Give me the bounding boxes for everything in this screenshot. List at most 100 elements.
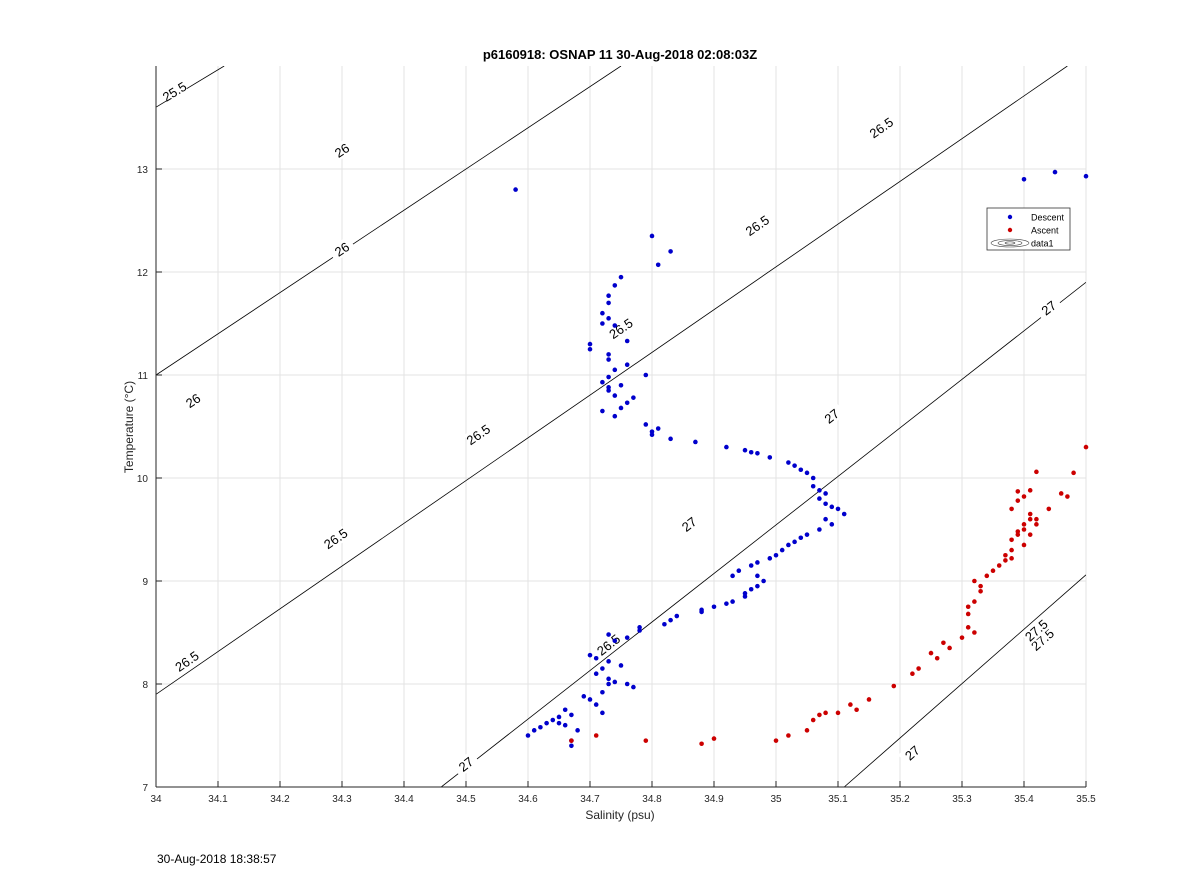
- x-tick-label-10: 35: [770, 794, 782, 805]
- descent-point-109: [531, 728, 537, 733]
- descent-point-29: [600, 408, 605, 414]
- ascent-point-25: [965, 604, 971, 610]
- ascent-point-34: [1003, 558, 1008, 563]
- ascent-point-19: [934, 655, 940, 661]
- y-tick-label-1: 8: [142, 680, 148, 691]
- descent-point-44: [798, 467, 804, 473]
- ascent-point-32: [990, 568, 996, 573]
- descent-point-52: [829, 504, 835, 510]
- descent-point-72: [748, 586, 754, 592]
- y-tick-label-5: 12: [137, 268, 149, 279]
- contour-label-bg-8: [321, 525, 350, 552]
- ascent-point-16: [910, 671, 915, 676]
- descent-point-93: [593, 671, 599, 676]
- ascent-point-52: [1027, 488, 1033, 493]
- ascent-point-49: [1009, 506, 1014, 512]
- descent-point-86: [606, 632, 611, 637]
- ascent-point-33: [996, 563, 1002, 568]
- density-contour-labels: 25.526262626.526.526.526.526.526.526.527…: [160, 78, 1063, 778]
- descent-point-87: [612, 638, 618, 644]
- ascent-point-43: [1034, 522, 1039, 527]
- descent-point-64: [767, 556, 773, 561]
- x-tick-label-5: 34.5: [456, 794, 476, 805]
- descent-point-3: [655, 262, 661, 268]
- descent-point-39: [748, 449, 754, 455]
- contour-label-bg-4: [866, 114, 896, 141]
- ascent-point-5: [773, 738, 779, 743]
- descent-point-56: [829, 522, 835, 527]
- descent-point-41: [767, 455, 773, 460]
- x-tick-label-3: 34.3: [332, 794, 352, 805]
- descent-point-98: [631, 684, 636, 690]
- descent-point-62: [779, 547, 785, 553]
- x-tick-label-15: 35.5: [1076, 794, 1096, 805]
- ascent-point-37: [1009, 537, 1014, 543]
- descent-point-110: [525, 733, 531, 738]
- descent-point-103: [562, 707, 568, 713]
- ascent-point-7: [804, 728, 810, 733]
- legend-box: [986, 207, 1071, 251]
- x-tick-label-4: 34.4: [394, 794, 414, 805]
- descent-point-17: [606, 357, 611, 362]
- descent-point-16: [624, 362, 630, 368]
- descent-point-95: [612, 679, 618, 685]
- descent-point-28: [618, 405, 624, 411]
- contour-label-bg-16: [1028, 625, 1057, 653]
- descent-point-82: [662, 621, 667, 627]
- descent-point-37: [724, 444, 729, 450]
- ascent-point-13: [854, 707, 859, 713]
- ascent-point-35: [1003, 552, 1008, 558]
- legend-marker-data1: [990, 238, 1030, 248]
- descent-point-13: [587, 341, 593, 347]
- contour-line-4: [843, 574, 1086, 787]
- descent-point-38: [742, 447, 748, 453]
- descent-point-57: [817, 527, 822, 532]
- descent-point-23: [606, 388, 611, 393]
- descent-point-63: [773, 552, 779, 558]
- descent-point-65: [755, 560, 760, 565]
- contour-label-bg-10: [594, 631, 623, 658]
- ascent-point-47: [1009, 556, 1014, 561]
- ascent-point-39: [1021, 527, 1027, 532]
- contour-label-bg-0: [160, 78, 189, 104]
- ascent-point-10: [823, 710, 828, 716]
- x-tick-label-2: 34.2: [270, 794, 290, 805]
- ascent-point-48: [1027, 532, 1033, 537]
- descent-point-11: [612, 323, 618, 328]
- series-descent: [513, 169, 1089, 749]
- contour-label-bg-9: [172, 647, 201, 674]
- descent-point-100: [581, 694, 587, 699]
- ascent-point-11: [835, 710, 841, 716]
- ascent-point-51: [1021, 494, 1027, 499]
- contour-label-bg-12: [817, 402, 846, 430]
- descent-point-54: [841, 511, 847, 517]
- descent-point-61: [786, 542, 791, 548]
- descent-point-99: [600, 689, 605, 695]
- descent-point-77: [711, 604, 717, 610]
- descent-point-15: [606, 352, 611, 357]
- contour-label-bg-7: [463, 421, 493, 448]
- grid-lines: [155, 66, 1087, 788]
- descent-point-66: [748, 563, 754, 568]
- contour-label-bg-11: [1034, 294, 1063, 321]
- contour-label-bg-3: [178, 387, 208, 414]
- ascent-point-24: [972, 630, 977, 635]
- chart-title: p6160918: OSNAP 11 30-Aug-2018 02:08:03Z: [483, 47, 757, 62]
- ascent-point-29: [965, 611, 971, 617]
- y-tick-labels: 7 8 9 10 11 12 13: [137, 165, 162, 794]
- y-tick-label-0: 7: [142, 783, 148, 794]
- ascent-point-20: [941, 640, 946, 646]
- descent-point-19: [606, 374, 611, 380]
- descent-point-6: [606, 293, 611, 298]
- descent-point-105: [556, 714, 562, 720]
- ascent-point-8: [810, 717, 816, 723]
- ascent-point-59: [1015, 489, 1021, 494]
- ascent-point-1: [593, 733, 599, 738]
- contour-label-2: 26: [332, 239, 352, 260]
- y-axis-label: Temperature (°C): [122, 381, 136, 473]
- descent-point-40: [755, 450, 760, 456]
- descent-point-116: [600, 710, 605, 716]
- descent-point-55: [823, 516, 828, 522]
- contour-label-bg-5: [742, 212, 772, 239]
